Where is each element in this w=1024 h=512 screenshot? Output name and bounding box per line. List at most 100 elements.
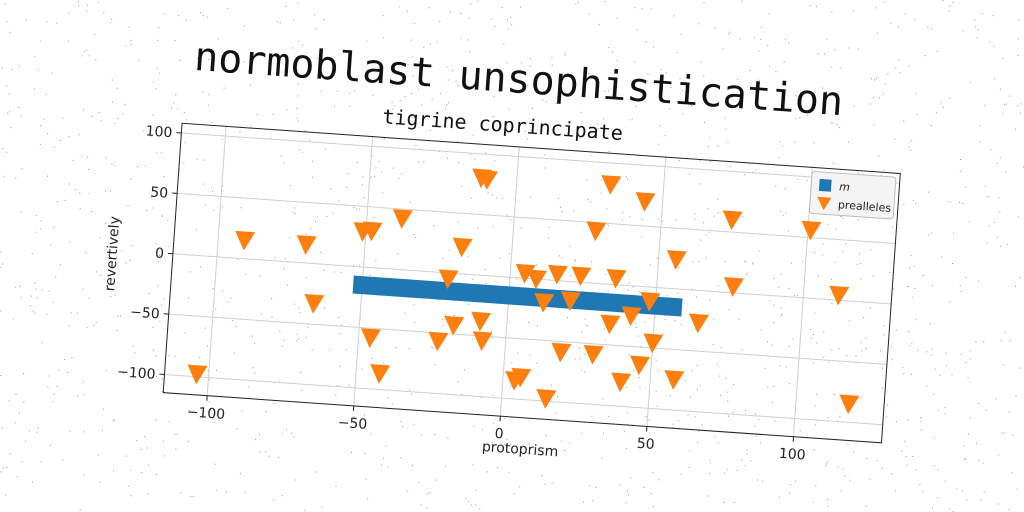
noise-dot bbox=[195, 229, 197, 231]
noise-dot bbox=[551, 64, 553, 66]
noise-dot bbox=[508, 321, 510, 323]
noise-dot bbox=[548, 226, 550, 228]
noise-dot bbox=[41, 342, 43, 343]
noise-dot bbox=[496, 197, 498, 199]
noise-dot bbox=[118, 218, 120, 219]
noise-dot bbox=[103, 12, 105, 13]
point-prealleles bbox=[478, 170, 499, 190]
noise-dot bbox=[537, 325, 538, 327]
point-prealleles bbox=[362, 221, 383, 242]
noise-dot bbox=[922, 275, 924, 276]
noise-dot bbox=[216, 489, 218, 491]
noise-dot bbox=[882, 367, 884, 369]
noise-dot bbox=[707, 208, 709, 210]
noise-dot bbox=[528, 322, 529, 323]
point-prealleles bbox=[548, 264, 568, 285]
point-prealleles bbox=[664, 370, 685, 390]
noise-dot bbox=[635, 327, 637, 328]
axis-ticks: −100 −50 0 50 100 100 50 0 −50 −100 bbox=[117, 123, 807, 464]
point-prealleles bbox=[551, 342, 572, 363]
noise-dot bbox=[541, 475, 542, 477]
noise-dot bbox=[177, 15, 179, 17]
noise-dot bbox=[399, 100, 401, 102]
noise-dot bbox=[68, 325, 70, 327]
noise-dot bbox=[708, 473, 710, 475]
noise-dot bbox=[286, 109, 288, 111]
noise-dot bbox=[278, 456, 280, 458]
noise-dot bbox=[122, 113, 124, 115]
noise-dot bbox=[510, 443, 512, 445]
noise-dot bbox=[859, 253, 860, 255]
noise-dot bbox=[921, 429, 922, 431]
noise-dot bbox=[434, 434, 436, 436]
noise-dot bbox=[891, 226, 893, 228]
noise-dot bbox=[173, 102, 175, 104]
x-tick-label: 100 bbox=[778, 446, 806, 464]
noise-dot bbox=[410, 93, 412, 95]
noise-dot bbox=[842, 468, 844, 470]
noise-dot bbox=[95, 271, 97, 273]
noise-dot bbox=[309, 140, 311, 141]
noise-dot bbox=[404, 96, 406, 97]
noise-dot bbox=[752, 262, 754, 264]
noise-dot bbox=[584, 318, 586, 320]
noise-dot bbox=[387, 466, 389, 468]
noise-dot bbox=[970, 358, 972, 360]
noise-dot bbox=[421, 104, 423, 106]
noise-dot bbox=[724, 117, 726, 119]
noise-dot bbox=[40, 40, 42, 42]
noise-dot bbox=[746, 452, 748, 454]
noise-dot bbox=[270, 137, 272, 139]
noise-dot bbox=[20, 211, 22, 213]
noise-dot bbox=[501, 7, 503, 9]
noise-dot bbox=[346, 187, 348, 188]
noise-dot bbox=[185, 19, 187, 21]
noise-dot bbox=[494, 160, 496, 162]
noise-dot bbox=[162, 215, 164, 217]
noise-dot bbox=[431, 66, 433, 67]
noise-dot bbox=[252, 367, 254, 369]
noise-dot bbox=[903, 203, 905, 205]
noise-dot bbox=[603, 432, 604, 434]
noise-dot bbox=[208, 401, 210, 403]
noise-dot bbox=[866, 458, 868, 459]
noise-dot bbox=[321, 506, 323, 508]
noise-dot bbox=[895, 329, 897, 331]
noise-dot bbox=[773, 277, 775, 279]
noise-dot bbox=[694, 218, 696, 220]
noise-dot bbox=[880, 350, 881, 352]
noise-dot bbox=[781, 313, 783, 315]
noise-dot bbox=[548, 237, 550, 239]
noise-dot bbox=[826, 91, 827, 93]
noise-dot bbox=[12, 318, 14, 320]
noise-dot bbox=[384, 138, 385, 140]
noise-dot bbox=[890, 22, 892, 24]
noise-dot bbox=[86, 326, 88, 328]
noise-dot bbox=[830, 278, 832, 280]
noise-dot bbox=[114, 165, 116, 167]
noise-dot bbox=[831, 349, 833, 351]
noise-dot bbox=[785, 366, 787, 368]
noise-dot bbox=[503, 43, 505, 45]
noise-dot bbox=[472, 464, 474, 466]
noise-dot bbox=[574, 358, 576, 360]
chart-canvas: tigrine coprincipate −100−50050100100500… bbox=[102, 104, 901, 464]
noise-dot bbox=[700, 239, 702, 241]
noise-dot bbox=[628, 119, 630, 121]
noise-dot bbox=[1009, 340, 1011, 342]
noise-dot bbox=[140, 449, 142, 450]
noise-dot bbox=[14, 286, 16, 288]
noise-dot bbox=[703, 222, 705, 224]
noise-dot bbox=[992, 15, 994, 17]
noise-dot bbox=[933, 437, 935, 439]
noise-dot bbox=[881, 467, 883, 469]
noise-dot bbox=[908, 146, 910, 148]
noise-dot bbox=[47, 133, 49, 135]
noise-dot bbox=[387, 397, 389, 399]
noise-dot bbox=[392, 167, 394, 169]
noise-dot bbox=[1, 427, 3, 429]
noise-dot bbox=[934, 368, 936, 370]
noise-dot bbox=[907, 286, 908, 288]
point-m bbox=[581, 291, 601, 311]
noise-dot bbox=[236, 428, 238, 430]
